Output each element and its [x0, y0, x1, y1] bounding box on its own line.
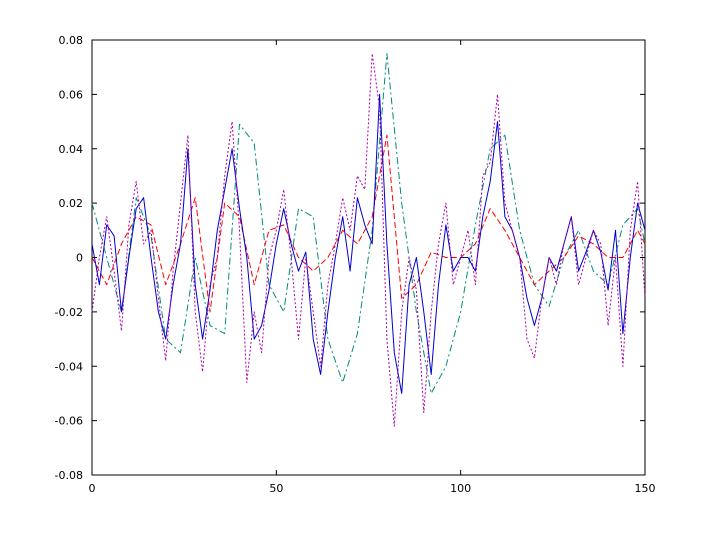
x-tick-label: 150	[635, 482, 656, 495]
series-layer	[91, 53, 646, 427]
y-tick-label: -0.08	[55, 469, 83, 482]
series-line-1	[91, 53, 646, 394]
y-tick-label: 0.08	[59, 34, 84, 47]
y-tick-label: 0.02	[59, 197, 84, 210]
x-tick-label: 50	[269, 482, 283, 495]
series-line-3	[91, 93, 646, 394]
y-tick-label: -0.04	[55, 360, 83, 373]
y-tick-label: 0.06	[59, 88, 84, 101]
x-tick-label: 100	[450, 482, 471, 495]
y-tick-label: -0.02	[55, 306, 83, 319]
y-tick-label: 0.04	[59, 143, 84, 156]
y-tick-label: -0.06	[55, 415, 83, 428]
series-line-4	[91, 53, 646, 427]
y-tick-label: 0	[76, 252, 83, 265]
tick-layer: 0 50 100 150 -0.08 -0.06 -0.04 -0.02 0 0.02 0.04 0.…	[55, 34, 656, 495]
x-tick-label: 0	[89, 482, 96, 495]
